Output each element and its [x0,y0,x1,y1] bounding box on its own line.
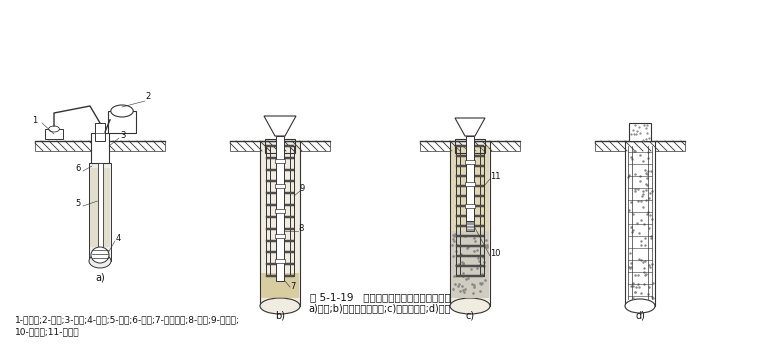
Bar [266,239,294,241]
Bar [97,163,103,257]
Polygon shape [264,116,296,136]
Text: 1-泥浆泵;2-钻机;3-护筒;4-钻头;5-钻杆;6-泥浆;7-沉淀泥浆;8-导管;9-钢筋笼;: 1-泥浆泵;2-钻机;3-护筒;4-钻头;5-钻杆;6-泥浆;7-沉淀泥浆;8-… [15,316,240,325]
Bar [260,141,300,306]
Bar [629,123,651,141]
Text: 9: 9 [300,184,306,193]
Bar [275,259,285,263]
Bar [275,184,285,188]
Bar [266,216,294,218]
Text: c): c) [465,311,474,321]
Text: 10: 10 [490,249,501,258]
Bar [456,155,484,157]
Bar [230,141,330,151]
Text: a): a) [95,273,105,283]
Bar [35,141,165,151]
Bar [95,123,105,141]
Bar [266,204,294,206]
Text: 10-隔水塞;11-混凝土: 10-隔水塞;11-混凝土 [15,327,80,337]
Bar [465,204,475,208]
Text: 6: 6 [75,164,81,173]
Bar [456,275,484,277]
Bar [456,195,484,197]
Text: b): b) [275,311,285,321]
Text: 4: 4 [116,234,122,243]
Bar [456,245,484,247]
Bar [276,136,284,281]
Bar [465,160,475,164]
Text: 3: 3 [120,131,125,140]
Bar [275,209,285,213]
Bar [456,145,484,147]
Bar [456,165,484,167]
Bar [450,141,490,306]
Bar [456,175,484,177]
Bar [451,146,489,231]
Bar [625,141,655,306]
Bar [266,275,294,277]
Text: 2: 2 [145,92,150,101]
Ellipse shape [111,105,133,117]
Bar [275,159,285,163]
Bar [90,168,110,247]
Bar [266,228,294,230]
Bar [595,141,685,151]
Bar [91,133,109,163]
Bar [451,231,489,298]
Bar [265,139,295,153]
Ellipse shape [450,298,490,314]
Bar [456,265,484,267]
Bar [456,185,484,187]
Bar [45,129,63,139]
Bar [275,234,285,238]
Ellipse shape [49,126,59,132]
Text: 1: 1 [33,116,38,125]
Bar [108,111,136,133]
Text: 11: 11 [490,172,501,181]
Ellipse shape [625,299,655,313]
Bar [456,215,484,217]
Text: 图 5-1-19   泥浆护壁钻孔灌注桩施工顺序图: 图 5-1-19 泥浆护壁钻孔灌注桩施工顺序图 [309,292,451,302]
Bar [266,180,294,183]
Text: 7: 7 [290,282,296,291]
Text: 5: 5 [75,199,81,208]
Bar [456,225,484,227]
Bar [456,235,484,237]
Text: 8: 8 [298,224,303,233]
Bar [456,205,484,207]
Bar [266,168,294,171]
Bar [466,136,474,221]
Bar [266,251,294,253]
Bar [456,255,484,257]
Bar [266,263,294,265]
Text: a)钻孔;b)下钢筋笼及导管;c)灌注混凝土;d)成桩: a)钻孔;b)下钢筋笼及导管;c)灌注混凝土;d)成桩 [309,303,451,313]
Bar [266,145,294,147]
Bar [466,221,474,231]
Ellipse shape [89,254,111,268]
Bar [455,139,485,153]
Bar [465,182,475,186]
Bar [266,192,294,194]
Bar [266,157,294,159]
Text: d): d) [635,311,645,321]
Bar [261,273,299,298]
Ellipse shape [260,298,300,314]
Polygon shape [455,118,485,136]
Bar [420,141,520,151]
Ellipse shape [91,247,109,263]
Bar [89,163,111,261]
